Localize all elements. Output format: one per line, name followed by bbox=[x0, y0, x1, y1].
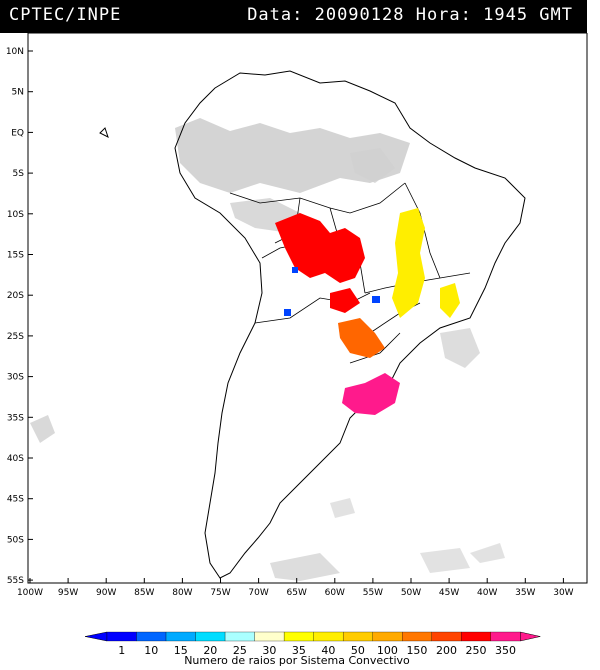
legend-swatch bbox=[254, 631, 285, 642]
legend-label: 25 bbox=[233, 644, 247, 657]
convective-systems bbox=[275, 208, 460, 415]
lon-label: 50W bbox=[401, 588, 421, 598]
lat-label: 50S bbox=[7, 535, 24, 545]
legend-label: 40 bbox=[321, 644, 335, 657]
yellow-system-small bbox=[440, 283, 460, 318]
lon-label: 100W bbox=[17, 588, 43, 598]
lon-label: 60W bbox=[325, 588, 345, 598]
legend-label: 10 bbox=[144, 644, 158, 657]
lon-label: 75W bbox=[210, 588, 230, 598]
red-system-small bbox=[330, 288, 360, 313]
lat-label: 25S bbox=[7, 332, 24, 342]
legend-swatch bbox=[106, 631, 137, 642]
lon-label: 45W bbox=[439, 588, 459, 598]
lat-label: 55S bbox=[7, 576, 24, 586]
red-system bbox=[275, 213, 365, 283]
legend-swatch bbox=[402, 631, 432, 642]
lat-label: 20S bbox=[7, 291, 24, 301]
legend-swatch bbox=[313, 631, 344, 642]
lon-label: 95W bbox=[58, 588, 78, 598]
coastline bbox=[99, 70, 526, 579]
lon-label: 90W bbox=[96, 588, 116, 598]
lon-label: 65W bbox=[287, 588, 307, 598]
lon-label: 80W bbox=[172, 588, 192, 598]
legend-label: 200 bbox=[436, 644, 457, 657]
legend-label: 1 bbox=[118, 644, 125, 657]
lat-label: 45S bbox=[7, 495, 24, 505]
lat-label: 5N bbox=[12, 88, 24, 98]
lon-label: 70W bbox=[248, 588, 268, 598]
legend: 1 10 15 20 25 30 35 40 50 100 150 200 250 350 bbox=[84, 631, 541, 657]
legend-label: 50 bbox=[351, 644, 365, 657]
blue-cell bbox=[372, 296, 380, 303]
lon-label: 85W bbox=[134, 588, 154, 598]
map-frame bbox=[27, 33, 588, 584]
legend-label: 15 bbox=[174, 644, 188, 657]
legend-swatch bbox=[461, 631, 491, 642]
lat-label: 40S bbox=[7, 454, 24, 464]
yellow-system bbox=[392, 208, 425, 318]
legend-label: 35 bbox=[292, 644, 306, 657]
legend-swatch bbox=[372, 631, 403, 642]
legend-caption: Numero de raios por Sistema Convectivo bbox=[184, 654, 410, 667]
legend-swatch bbox=[342, 631, 373, 642]
lat-label: 5S bbox=[13, 169, 25, 179]
map-header: CPTEC/INPE Data: 20090128 Hora: 1945 GMT bbox=[0, 0, 587, 33]
lon-label: 55W bbox=[363, 588, 383, 598]
lat-label: 10N bbox=[6, 47, 24, 57]
lon-label: 40W bbox=[477, 588, 497, 598]
blue-cell bbox=[292, 267, 298, 273]
lat-label: 35S bbox=[7, 413, 24, 423]
legend-label: 350 bbox=[495, 644, 516, 657]
cloud-areas bbox=[30, 118, 505, 581]
legend-swatch bbox=[431, 631, 462, 642]
header-source: CPTEC/INPE bbox=[9, 5, 122, 25]
legend-swatch bbox=[195, 631, 226, 642]
legend-swatch bbox=[136, 631, 167, 642]
lat-label: 15S bbox=[7, 251, 24, 261]
legend-swatch bbox=[165, 631, 196, 642]
orange-system bbox=[338, 318, 385, 358]
legend-swatch bbox=[490, 631, 521, 642]
longitude-axis: 100W 95W 90W 85W 80W 75W 70W 65W 60W 55W 50W 45W 40W… bbox=[17, 578, 574, 598]
header-datetime: Data: 20090128 Hora: 1945 GMT bbox=[247, 5, 573, 25]
legend-label: 100 bbox=[377, 644, 398, 657]
lat-label: EQ bbox=[11, 128, 24, 138]
blue-cell bbox=[284, 309, 291, 316]
legend-swatch bbox=[283, 631, 314, 642]
legend-label: 30 bbox=[262, 644, 276, 657]
legend-arrow-right bbox=[520, 631, 541, 642]
magenta-system bbox=[342, 373, 400, 415]
legend-label: 250 bbox=[465, 644, 486, 657]
legend-label: 20 bbox=[203, 644, 217, 657]
lon-label: 30W bbox=[553, 588, 573, 598]
legend-swatch bbox=[224, 631, 255, 642]
legend-label: 150 bbox=[406, 644, 427, 657]
lightning-map: 10N5NEQ5S10S15S20S25S30S35S40S45S50S55S … bbox=[6, 33, 588, 667]
lat-label: 10S bbox=[7, 210, 24, 220]
latitude-axis: 10N 5N EQ 5S 10S 15S 20S 25S 30S 35S 40S 45S 50S 55S bbox=[6, 47, 33, 586]
lon-label: 35W bbox=[515, 588, 535, 598]
legend-arrow-left bbox=[84, 631, 108, 642]
lat-label: 30S bbox=[7, 373, 24, 383]
